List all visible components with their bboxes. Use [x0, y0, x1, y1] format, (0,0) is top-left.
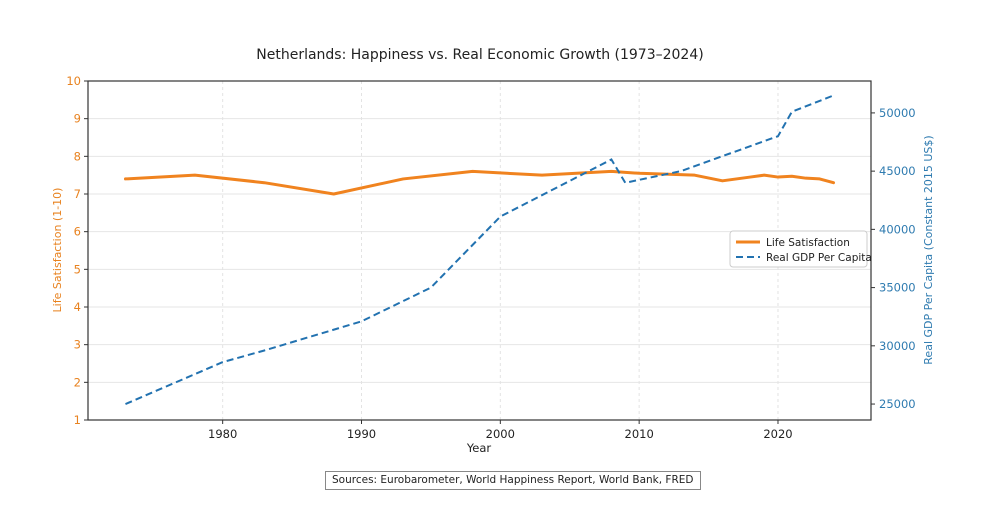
tick-label-bottom: 2020	[763, 427, 792, 441]
series-line-life-satisfaction	[123, 169, 836, 196]
plot-area-frame	[87, 80, 872, 421]
tick-label-right: 30000	[879, 339, 916, 353]
tick-label-right: 35000	[879, 281, 916, 295]
tick-label-left: 2	[74, 375, 81, 389]
legend-label-life-satisfaction: Life Satisfaction	[766, 237, 850, 249]
tick-label-bottom: 1980	[208, 427, 237, 441]
tick-label-left: 8	[74, 149, 81, 163]
tick-label-right: 25000	[879, 397, 916, 411]
tick-label-bottom: 2000	[486, 427, 515, 441]
x-axis-label: Year	[466, 441, 492, 455]
legend: Life Satisfaction Real GDP Per Capita	[729, 230, 872, 268]
tick-label-left: 10	[66, 74, 81, 88]
y-axis-left-label: Life Satisfaction (1-10)	[51, 188, 64, 313]
tick-label-left: 6	[74, 225, 81, 239]
tick-label-left: 9	[74, 112, 81, 126]
grid	[88, 80, 871, 421]
tick-label-bottom: 2010	[625, 427, 654, 441]
tick-label-left: 7	[74, 187, 81, 201]
legend-box	[729, 230, 868, 268]
series-layer	[123, 94, 836, 405]
tick-label-bottom: 1990	[347, 427, 376, 441]
tick-label-left: 5	[74, 262, 81, 276]
source-note: Sources: Eurobarometer, World Happiness …	[325, 471, 701, 490]
tick-label-left: 4	[74, 300, 81, 314]
tick-label-left: 3	[74, 338, 81, 352]
tick-label-right: 50000	[879, 106, 916, 120]
tick-label-right: 45000	[879, 164, 916, 178]
tick-label-right: 40000	[879, 222, 916, 236]
series-line-gdp	[125, 94, 834, 405]
ticks: 1 2 3 4 5 6 7 8 9 10 1980 1990 2000 2010 2020 25000 3000…	[66, 74, 915, 441]
chart-title: Netherlands: Happiness vs. Real Economic…	[256, 47, 703, 63]
y-axis-right-label: Real GDP Per Capita (Constant 2015 US$)	[922, 135, 935, 364]
legend-label-gdp: Real GDP Per Capita	[766, 252, 872, 264]
tick-label-left: 1	[74, 413, 81, 427]
